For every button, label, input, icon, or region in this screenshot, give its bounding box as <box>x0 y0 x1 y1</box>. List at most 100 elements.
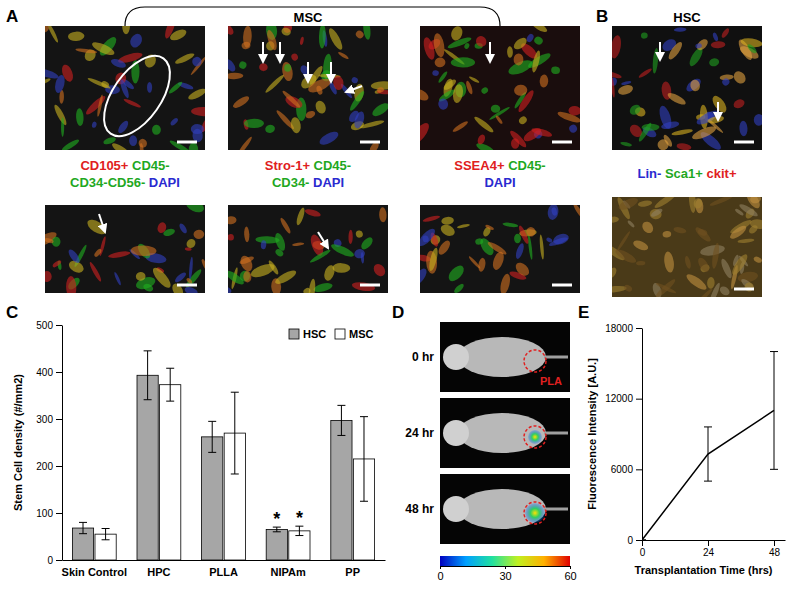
y-axis: 060001200018000 <box>605 323 642 546</box>
panel-title: MSC <box>294 10 324 25</box>
cell-texture <box>128 32 144 50</box>
cell-texture <box>279 217 292 235</box>
axis-line <box>63 560 386 561</box>
error-cap <box>295 535 303 536</box>
image-panel <box>612 197 762 297</box>
cell-texture <box>192 128 203 142</box>
cell-texture <box>156 221 167 234</box>
cell-texture <box>720 27 730 39</box>
tick-label: 60 <box>564 570 576 582</box>
cell-texture <box>451 57 475 67</box>
tick: HPC <box>147 560 170 578</box>
cell-texture <box>319 26 327 49</box>
time-label: 24 hr <box>405 426 434 440</box>
significance-mark: * <box>273 509 280 529</box>
cell-texture <box>150 265 173 290</box>
cell-texture <box>191 107 205 117</box>
cell-texture <box>453 282 465 293</box>
cell-texture <box>45 237 54 244</box>
cell-texture <box>655 282 677 295</box>
cell-texture <box>185 237 198 250</box>
cell-texture <box>486 240 508 256</box>
cell-texture <box>533 35 544 46</box>
error-bar <box>231 392 239 474</box>
scale-bar <box>552 284 572 287</box>
cell-texture <box>348 230 353 244</box>
tick-label: 500 <box>36 320 53 331</box>
stain-segment: CD34- <box>272 175 310 190</box>
error-cap <box>144 399 152 400</box>
cell-texture <box>228 234 234 241</box>
cell-texture <box>136 272 146 282</box>
error-line <box>708 427 709 481</box>
cell-texture <box>259 63 269 72</box>
cell-texture <box>142 282 154 293</box>
cell-texture <box>85 217 109 237</box>
cell-texture <box>666 91 687 107</box>
cell-texture <box>688 197 696 213</box>
cell-texture <box>188 142 198 150</box>
tick: 400 <box>36 367 62 378</box>
stain-segment: CD45- <box>310 158 351 173</box>
cell-texture <box>290 117 302 134</box>
cell-texture <box>662 230 671 237</box>
time-label: 0 hr <box>412 350 434 364</box>
cell-texture <box>147 82 152 93</box>
error-cap <box>231 473 239 474</box>
cell-texture <box>264 124 276 135</box>
scale-bar <box>177 141 197 144</box>
tick-mark <box>774 540 775 546</box>
cell-texture <box>452 120 470 134</box>
cell-texture <box>359 235 375 251</box>
cell-texture <box>707 115 725 125</box>
stain-segment: SSEA4+ <box>454 158 505 173</box>
cell-texture <box>228 58 237 74</box>
cell-texture <box>637 122 653 143</box>
axis-line <box>62 326 63 561</box>
panel-label: E <box>578 303 589 322</box>
mouse-image <box>440 474 570 544</box>
cell-texture <box>636 261 646 266</box>
cell-texture <box>513 53 523 65</box>
cell-texture <box>314 99 328 115</box>
cell-texture <box>621 80 632 86</box>
tick-label: 12000 <box>605 393 633 404</box>
tick-mark <box>636 540 642 541</box>
cell-texture <box>674 27 687 32</box>
cell-texture <box>663 251 675 273</box>
tick: 300 <box>36 414 62 425</box>
cell-texture <box>617 83 634 96</box>
cell-texture <box>76 108 85 126</box>
cell-texture <box>551 66 560 74</box>
cell-texture <box>292 242 305 247</box>
image-panel <box>45 205 205 293</box>
tick: 0 <box>627 535 642 546</box>
cell-texture <box>477 257 486 272</box>
cell-texture <box>174 271 188 284</box>
cell-texture <box>188 257 193 280</box>
cell-texture <box>116 119 130 135</box>
cell-texture <box>322 264 336 282</box>
error-bar <box>360 417 368 502</box>
cell-texture <box>75 48 97 55</box>
line-chart: 06000120001800002448Transplantation Time… <box>586 323 786 576</box>
cell-texture <box>747 224 759 236</box>
tick-label: 0 <box>640 547 646 558</box>
cell-texture <box>178 222 188 234</box>
tick: 18000 <box>605 323 642 334</box>
stain-segment: DAPI <box>309 175 344 190</box>
cell-texture <box>351 281 375 293</box>
cell-texture <box>654 278 677 297</box>
cell-texture <box>517 225 530 245</box>
cell-texture <box>612 34 623 59</box>
image-panel <box>228 205 388 293</box>
cell-texture <box>168 27 188 42</box>
arrow <box>262 42 264 62</box>
cell-texture <box>614 247 638 265</box>
cell-texture <box>281 89 302 109</box>
cell-texture <box>267 259 280 275</box>
image-background <box>228 205 388 293</box>
cell-texture <box>337 51 349 60</box>
cell-texture <box>170 282 185 293</box>
panel-label: D <box>392 303 404 322</box>
